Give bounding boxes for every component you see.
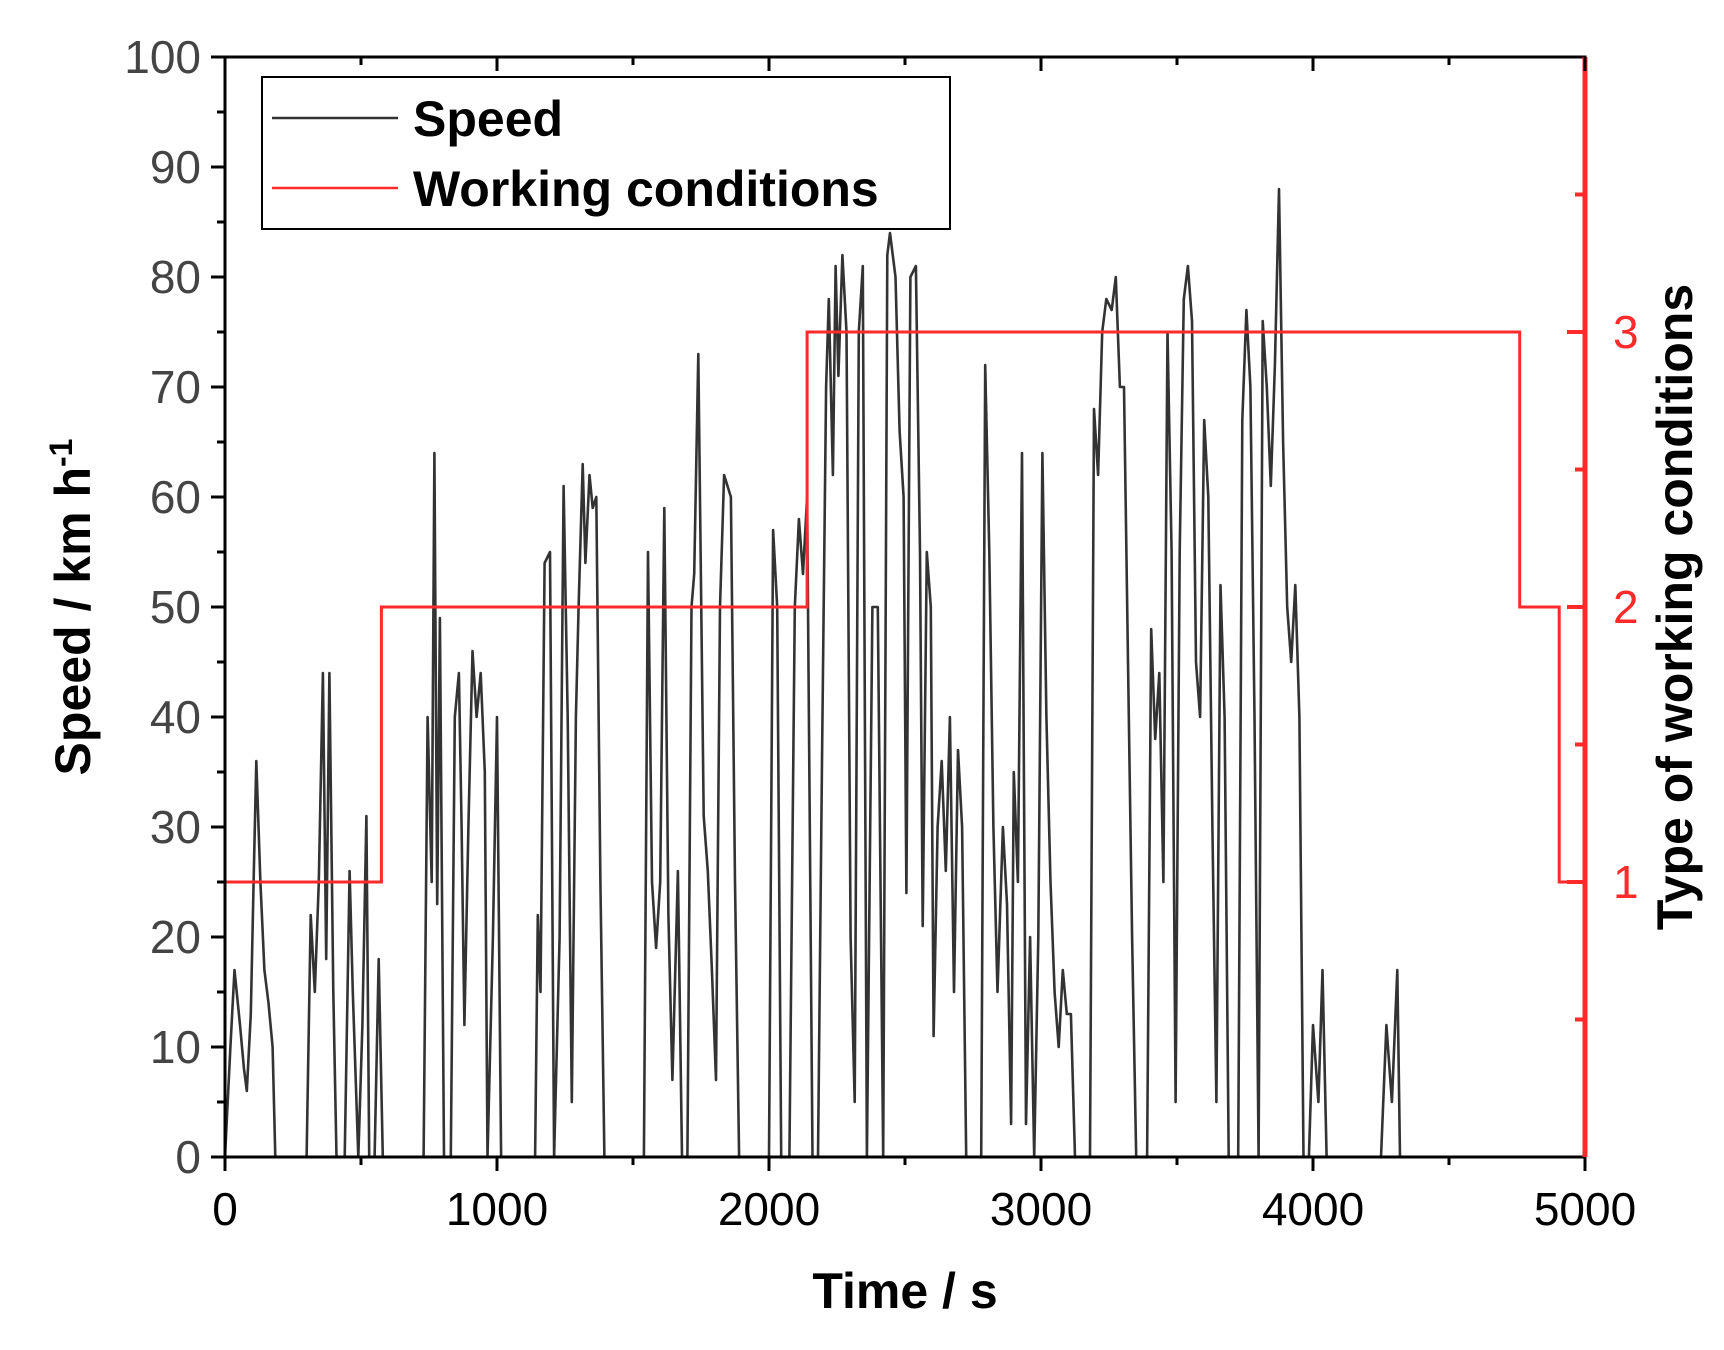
working-conditions-line: [225, 330, 1585, 884]
y2-axis-title: Type of working conditions: [1647, 284, 1703, 930]
y-tick-label: 20: [150, 911, 201, 963]
y-tick-label: 70: [150, 361, 201, 413]
y-tick-label: 100: [124, 31, 201, 83]
legend-conditions-label: Working conditions: [413, 161, 879, 217]
ticks-layer: 0 1000 2000 3000 4000 5000 0 10 20 30 40 50 60 70 80 90…: [124, 31, 1638, 1235]
y-tick-label: 50: [150, 581, 201, 633]
y-tick-label: 10: [150, 1021, 201, 1073]
y-tick-label: 60: [150, 471, 201, 523]
y2-tick-label: 2: [1613, 581, 1639, 633]
y-tick-label: 90: [150, 141, 201, 193]
x-axis-title: Time / s: [812, 1263, 997, 1319]
x-tick-label: 1000: [446, 1183, 548, 1235]
speed-line: [223, 187, 1402, 1159]
y-tick-label: 30: [150, 801, 201, 853]
y-axis-title: Speed / km h-1: [43, 439, 101, 776]
x-tick-label: 3000: [990, 1183, 1092, 1235]
y2-tick-label: 3: [1613, 306, 1639, 358]
legend: Speed Working conditions: [261, 76, 951, 230]
y-axis-title-superscript: -1: [43, 439, 79, 467]
y-tick-label: 40: [150, 691, 201, 743]
y-tick-label: 0: [175, 1131, 201, 1183]
legend-speed-label: Speed: [413, 91, 563, 147]
x-tick-label: 4000: [1262, 1183, 1364, 1235]
x-tick-label: 0: [212, 1183, 238, 1235]
y-axis-title-main: Speed / km h: [45, 467, 101, 775]
x-tick-label: 2000: [718, 1183, 820, 1235]
x-tick-label: 5000: [1534, 1183, 1636, 1235]
y2-tick-label: 1: [1613, 856, 1639, 908]
series-layer: [223, 187, 1585, 1159]
legend-box: [261, 76, 951, 230]
y-tick-label: 80: [150, 251, 201, 303]
